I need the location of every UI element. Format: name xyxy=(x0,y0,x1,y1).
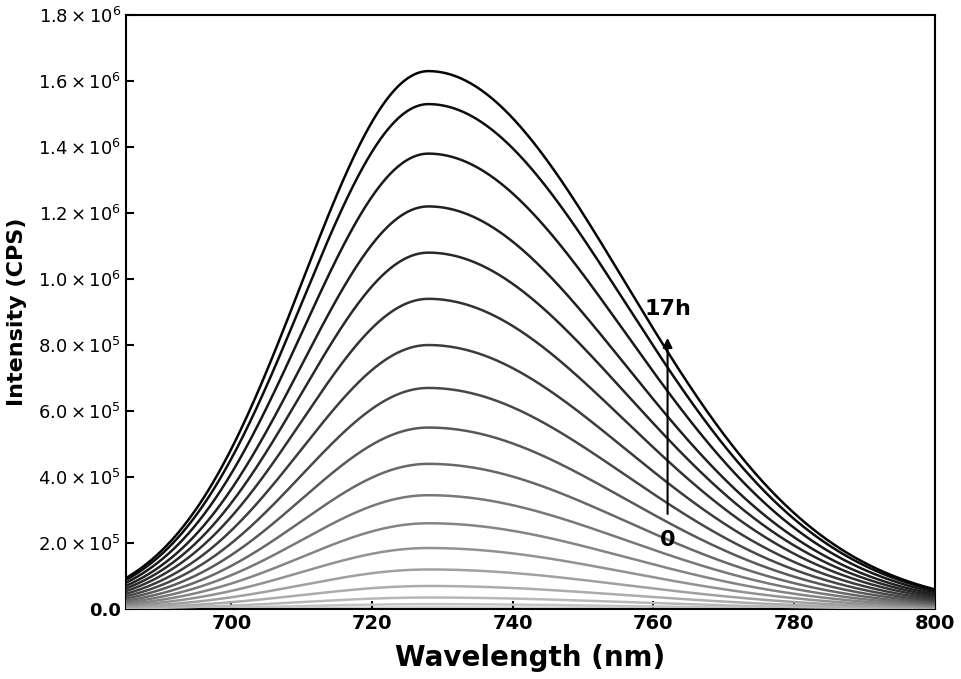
Text: 17h: 17h xyxy=(644,299,690,318)
Text: 0: 0 xyxy=(659,530,675,550)
X-axis label: Wavelength (nm): Wavelength (nm) xyxy=(395,644,665,672)
Y-axis label: Intensity (CPS): Intensity (CPS) xyxy=(7,218,27,406)
